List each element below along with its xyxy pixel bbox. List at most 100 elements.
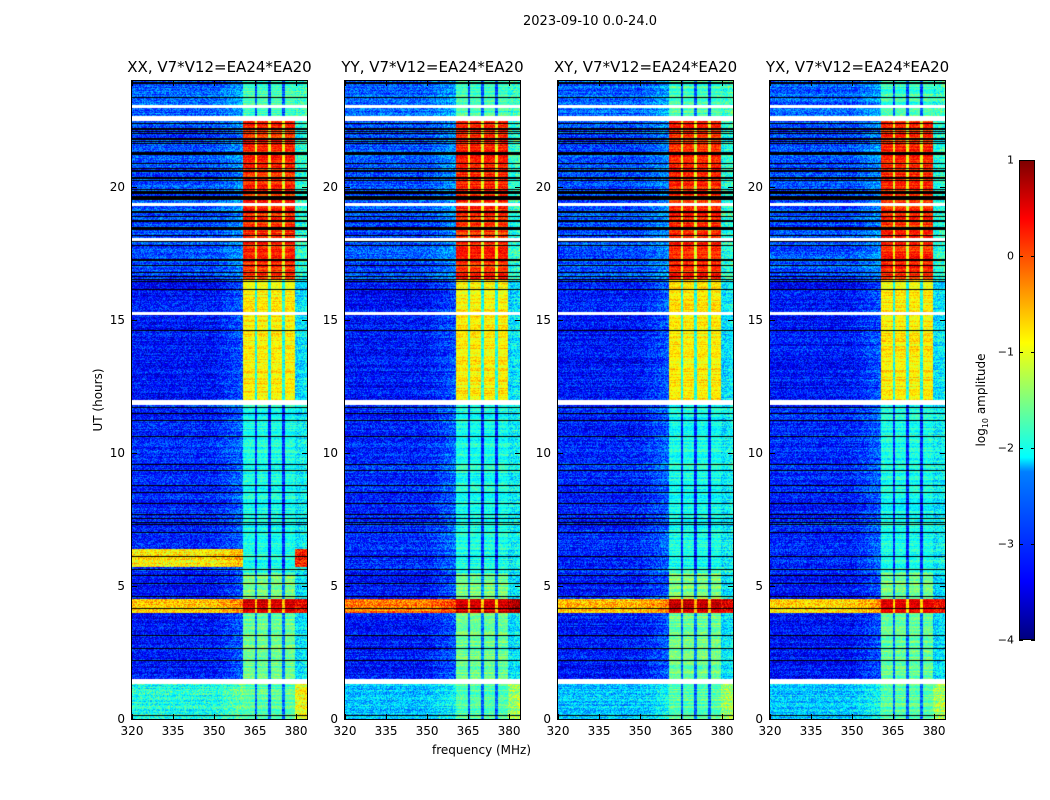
y-tick [515,453,520,455]
colorbar-label: log10 amplitude [974,354,990,447]
x-tick-label: 320 [546,724,570,738]
colorbar-tick [1019,160,1023,161]
y-tick [558,453,563,455]
y-tick-label: 0 [330,712,338,726]
spectrogram-image [345,81,520,719]
spectrogram-panel-yx [769,80,946,720]
x-tick-label: 365 [456,724,480,738]
y-tick [940,320,945,322]
x-tick [296,714,298,719]
colorbar-tick [1019,544,1023,545]
x-tick [386,81,388,86]
y-tick [728,453,733,455]
y-tick [132,320,137,322]
y-axis-label: UT (hours) [91,368,105,432]
colorbar-tick-label: 0 [1007,249,1014,263]
x-tick [893,81,895,86]
figure-title: 2023-09-10 0.0-24.0 [523,14,657,29]
y-tick [132,453,137,455]
x-tick-label: 380 [284,724,308,738]
y-tick [770,187,775,189]
x-tick [770,714,771,719]
colorbar [1019,160,1035,640]
x-tick-label: 350 [840,724,864,738]
y-tick [940,453,945,455]
colorbar-tick-label: 1 [1007,153,1014,167]
colorbar-label-sub: 10 [981,417,991,429]
x-tick [770,81,771,86]
y-tick [302,719,307,720]
y-tick-label: 10 [535,446,551,461]
x-tick [214,714,216,719]
x-tick-label: 380 [710,724,734,738]
panel-title: XY, V7*V12=EA24*EA20 [553,58,738,76]
y-tick [558,586,563,588]
y-tick [345,719,350,720]
x-tick [173,714,175,719]
y-tick [302,453,307,455]
x-tick [722,714,724,719]
x-tick [934,714,936,719]
colorbar-tick [1031,544,1035,545]
y-tick [940,586,945,588]
y-tick [132,187,137,189]
x-tick [173,81,175,86]
x-tick [811,81,813,86]
y-tick-label: 20 [747,180,763,195]
y-tick [770,719,775,720]
y-tick-label: 15 [747,313,763,328]
x-tick-label: 335 [374,724,398,738]
y-tick [515,586,520,588]
x-tick-label: 335 [161,724,185,738]
spectrogram-panel-xx [131,80,308,720]
y-tick-label: 5 [330,579,338,594]
y-tick-label: 5 [117,579,125,594]
x-tick-label: 335 [587,724,611,738]
y-tick-label: 10 [747,446,763,461]
x-tick [345,81,346,86]
y-tick [345,453,350,455]
y-tick [345,586,350,588]
y-tick-label: 0 [543,712,551,726]
y-tick [728,320,733,322]
x-tick [509,714,511,719]
colorbar-tick [1031,256,1035,257]
x-tick-label: 350 [628,724,652,738]
colorbar-tick [1019,352,1023,353]
x-tick [640,81,642,86]
colorbar-label-amplitude: amplitude [973,353,988,418]
y-tick-label: 15 [109,313,125,328]
x-tick [893,714,895,719]
x-tick [934,81,936,86]
panel-title: YX, V7*V12=EA24*EA20 [765,58,950,76]
y-tick [302,320,307,322]
spectrogram-image [558,81,733,719]
colorbar-tick [1031,160,1035,161]
x-tick [681,714,683,719]
x-tick-label: 365 [881,724,905,738]
y-tick [728,187,733,189]
y-tick [302,586,307,588]
x-tick [132,81,133,86]
x-tick [599,81,601,86]
spectrogram-image [132,81,307,719]
x-tick-label: 335 [799,724,823,738]
colorbar-tick-label: −2 [997,441,1014,455]
x-tick [214,81,216,86]
y-tick [770,586,775,588]
y-tick-label: 5 [755,579,763,594]
y-tick [940,719,945,720]
x-tick [558,81,559,86]
x-tick [255,714,257,719]
y-tick [515,719,520,720]
y-tick-label: 0 [117,712,125,726]
x-tick-label: 365 [243,724,267,738]
panel-title: YY, V7*V12=EA24*EA20 [341,58,524,76]
x-tick-label: 320 [758,724,782,738]
colorbar-tick [1031,352,1035,353]
x-tick [852,714,854,719]
x-tick-label: 350 [202,724,226,738]
x-tick [811,714,813,719]
y-tick [345,187,350,189]
